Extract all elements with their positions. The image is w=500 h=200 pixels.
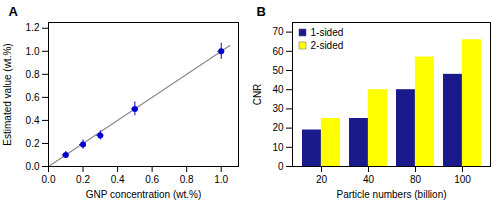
- svg-text:20: 20: [272, 122, 284, 133]
- svg-text:0.0: 0.0: [42, 174, 56, 185]
- svg-text:40: 40: [272, 84, 284, 95]
- svg-text:80: 80: [410, 174, 422, 185]
- svg-text:0: 0: [278, 161, 284, 172]
- svg-text:30: 30: [272, 103, 284, 114]
- svg-text:60: 60: [272, 46, 284, 57]
- svg-text:0.4: 0.4: [111, 174, 125, 185]
- svg-text:B: B: [257, 4, 266, 19]
- svg-text:100: 100: [454, 174, 471, 185]
- svg-text:1.0: 1.0: [26, 46, 40, 57]
- svg-text:0.8: 0.8: [26, 69, 40, 80]
- svg-text:Estimated value (wt.%): Estimated value (wt.%): [2, 43, 13, 145]
- svg-text:0.2: 0.2: [76, 174, 90, 185]
- svg-text:1.0: 1.0: [214, 174, 228, 185]
- svg-text:10: 10: [272, 142, 284, 153]
- svg-text:50: 50: [272, 65, 284, 76]
- svg-text:GNP concentration (wt.%): GNP concentration (wt.%): [86, 189, 201, 200]
- svg-text:20: 20: [316, 174, 328, 185]
- svg-text:CNR: CNR: [252, 84, 263, 106]
- svg-text:0.8: 0.8: [180, 174, 194, 185]
- svg-text:2-sided: 2-sided: [311, 40, 344, 51]
- svg-text:0.2: 0.2: [26, 138, 40, 149]
- svg-text:1-sided: 1-sided: [311, 27, 344, 38]
- svg-text:70: 70: [272, 26, 284, 37]
- svg-text:0.4: 0.4: [26, 115, 40, 126]
- svg-text:0.0: 0.0: [26, 161, 40, 172]
- svg-text:0.6: 0.6: [26, 92, 40, 103]
- svg-text:1.2: 1.2: [26, 22, 40, 33]
- svg-text:Particle numbers (billion): Particle numbers (billion): [336, 189, 446, 200]
- svg-text:A: A: [9, 4, 19, 19]
- svg-text:0.6: 0.6: [145, 174, 159, 185]
- svg-text:40: 40: [363, 174, 375, 185]
